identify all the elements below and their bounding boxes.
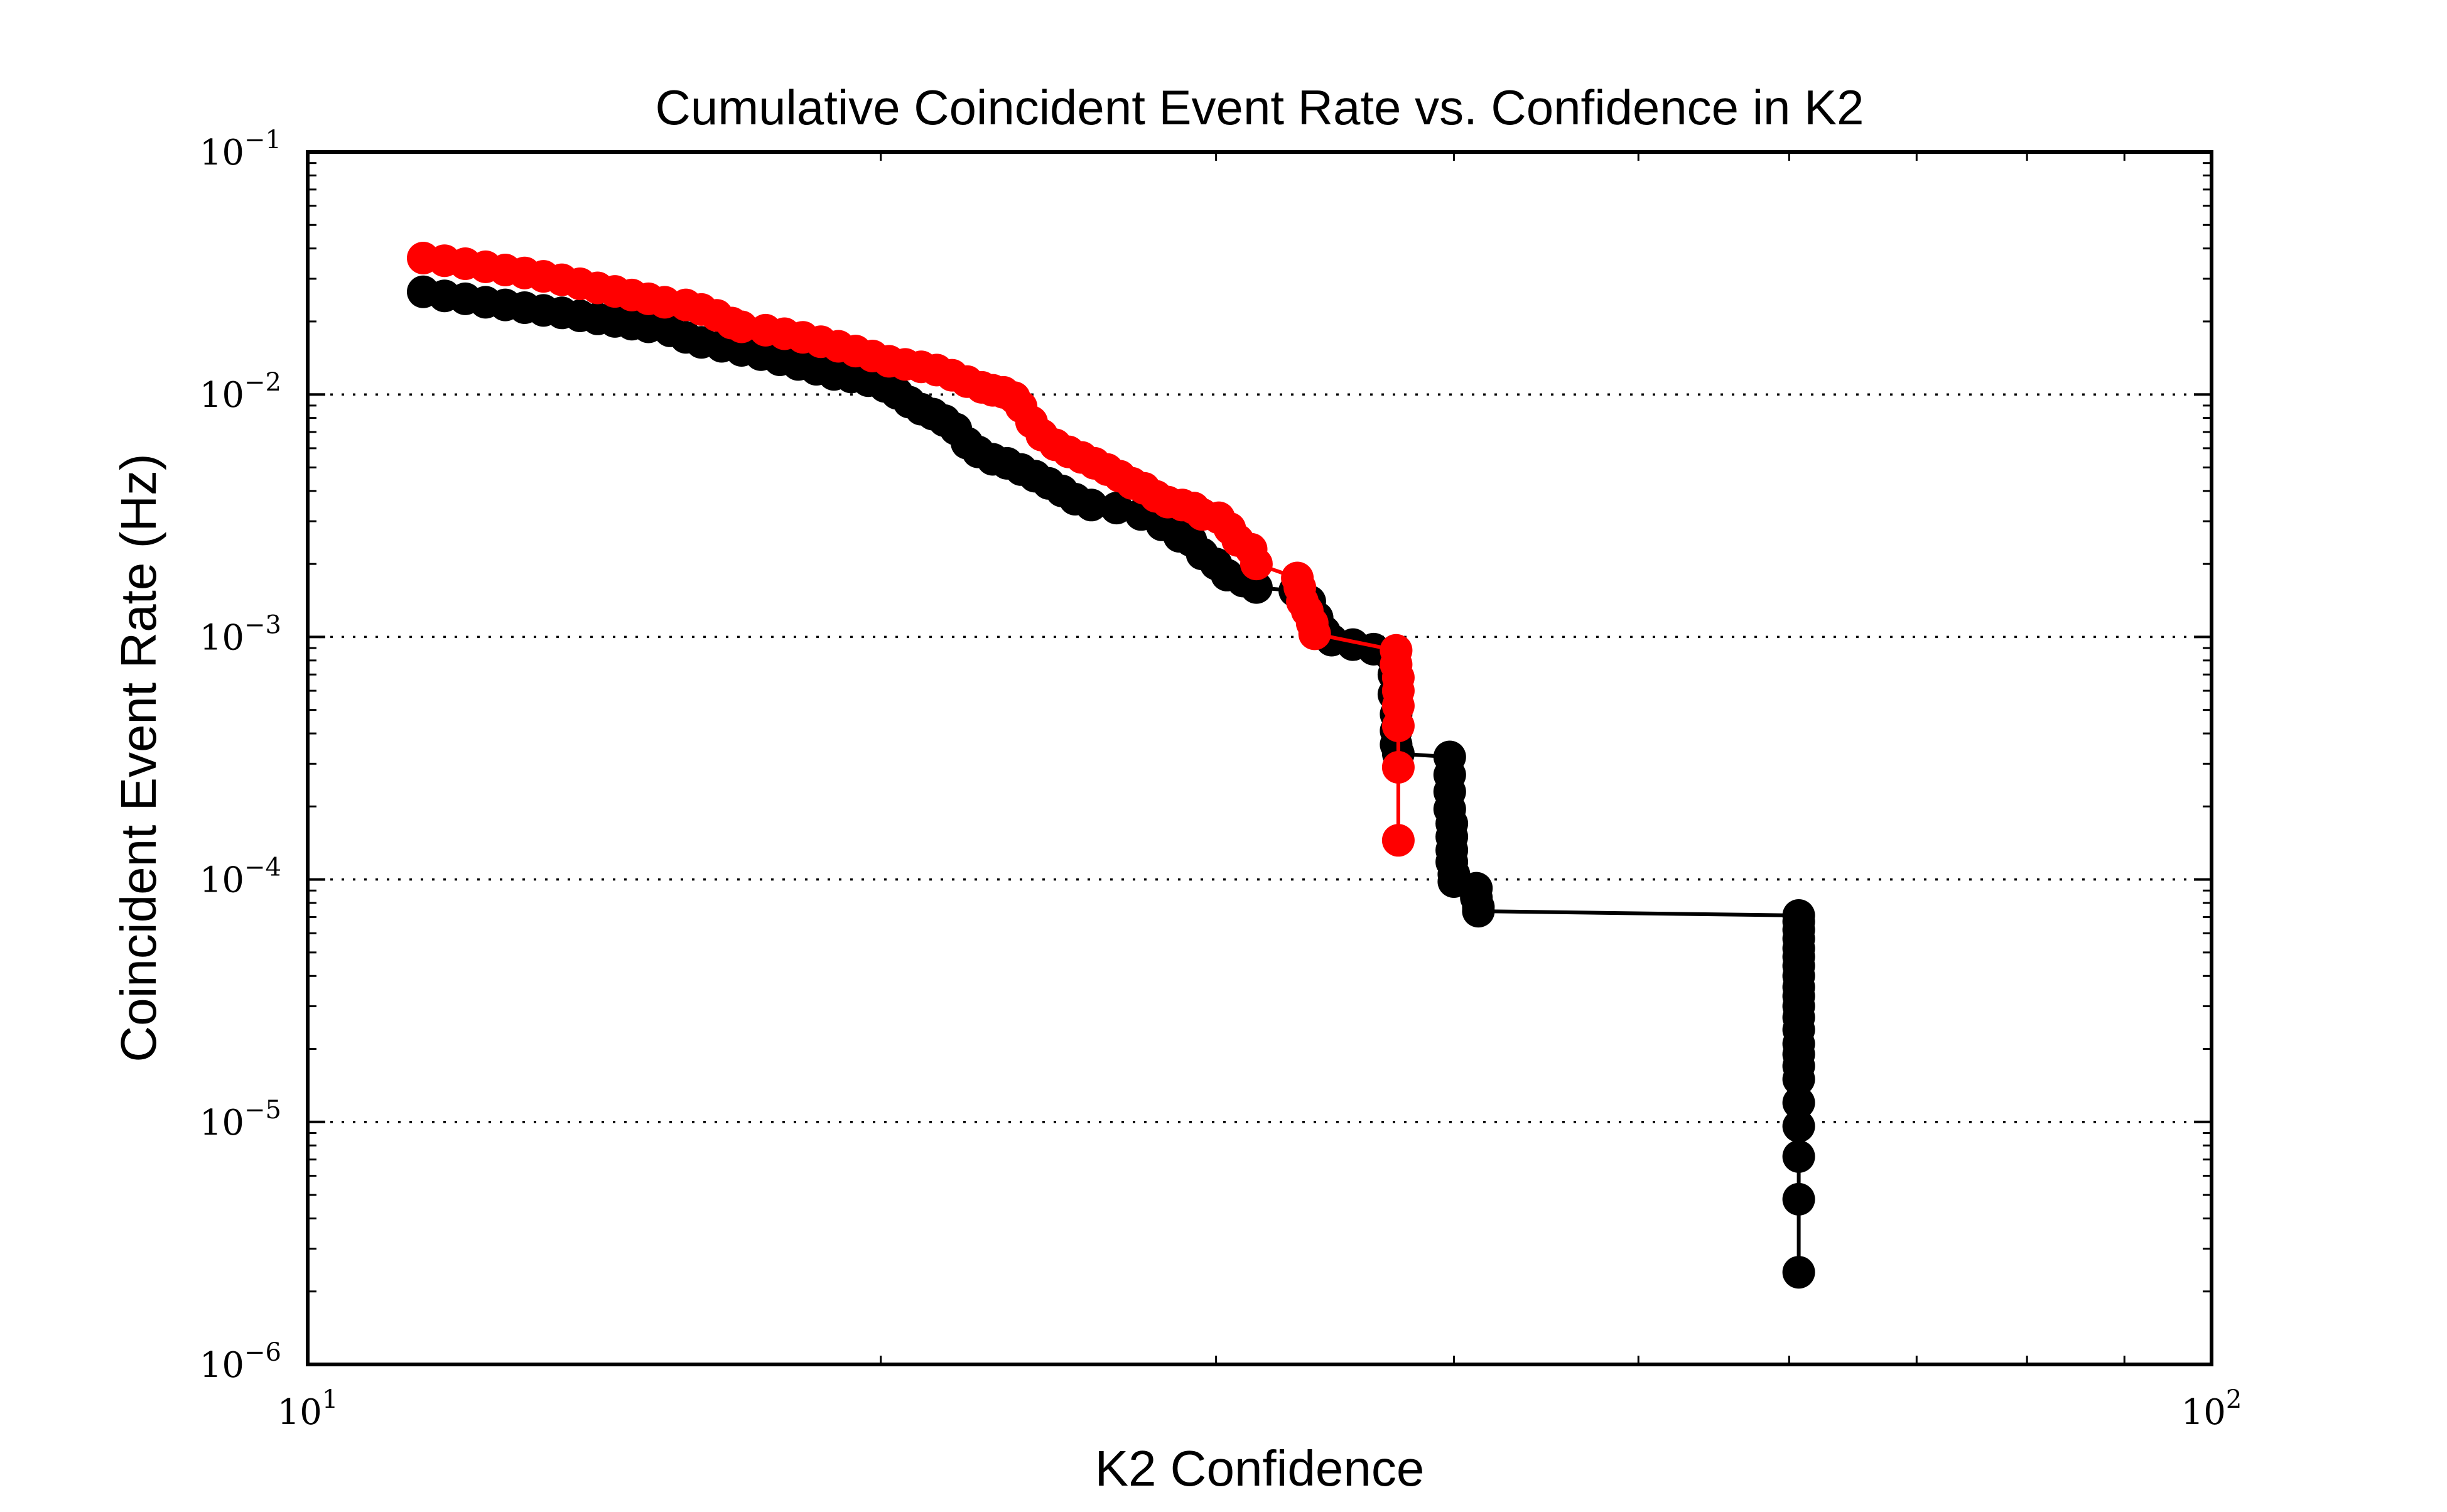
data-point — [1381, 751, 1415, 784]
data-point — [1100, 492, 1133, 525]
data-point — [1240, 548, 1273, 581]
series-1 — [407, 242, 1415, 857]
series-0 — [407, 275, 1815, 1289]
x-tick-label: 101 — [278, 1385, 338, 1433]
data-point — [1240, 571, 1273, 604]
data-point — [1381, 824, 1415, 857]
y-tick-label: 10−3 — [200, 610, 281, 658]
data-point — [1782, 1182, 1815, 1216]
y-tick-label: 10−1 — [200, 126, 281, 173]
y-tick-label: 10−2 — [200, 368, 281, 416]
data-series — [407, 242, 1815, 1289]
grid-lines — [308, 393, 2212, 1123]
y-tick-label: 10−4 — [200, 853, 281, 901]
chart-title: Cumulative Coincident Event Rate vs. Con… — [655, 80, 1864, 135]
x-axis-label: K2 Confidence — [1095, 1440, 1425, 1496]
y-tick-label: 10−5 — [200, 1096, 281, 1143]
data-point — [1782, 1256, 1815, 1289]
y-tick-label: 10−6 — [200, 1338, 281, 1386]
data-point — [725, 310, 758, 343]
data-point — [1075, 489, 1108, 522]
data-point — [1462, 895, 1495, 928]
data-point — [1298, 617, 1331, 651]
x-tick-label: 102 — [2181, 1385, 2242, 1433]
series-line — [423, 289, 1801, 1273]
data-point — [1782, 1086, 1815, 1120]
data-point — [1381, 710, 1415, 742]
axis-ticks: 10−6 10−5 10−4 10−3 10−2 10−1 101 102 — [200, 126, 2242, 1433]
data-point — [1782, 1110, 1815, 1143]
data-point — [1782, 1140, 1815, 1173]
data-point — [1782, 1062, 1815, 1096]
y-axis-label: Coincident Event Rate (Hz) — [111, 453, 166, 1062]
plot-frame — [306, 150, 2213, 1366]
